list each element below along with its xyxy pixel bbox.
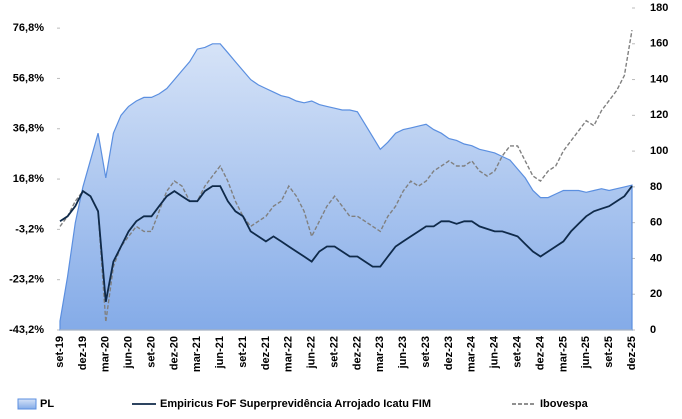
x-tick-label: mar-24 xyxy=(466,335,478,372)
y2-tick-label: 40 xyxy=(650,252,662,264)
x-tick-label: jun-21 xyxy=(214,336,226,369)
y-tick-label: -23,2% xyxy=(9,274,44,286)
legend-swatch xyxy=(17,398,37,410)
x-tick-label: dez-19 xyxy=(77,336,89,370)
x-tick-label: dez-25 xyxy=(626,336,638,370)
y2-tick-label: 20 xyxy=(650,288,662,300)
y-tick-label: 76,8% xyxy=(13,22,44,34)
y2-tick-label: 120 xyxy=(650,109,668,121)
x-tick-label: mar-20 xyxy=(100,336,112,372)
x-tick-label: set-23 xyxy=(420,336,432,368)
x-tick-label: set-22 xyxy=(328,336,340,368)
x-tick-label: mar-23 xyxy=(374,336,386,372)
line xyxy=(59,29,633,322)
y2-tick-label: 140 xyxy=(650,73,668,85)
y-tick-label: -3,2% xyxy=(15,223,44,235)
x-tick-label: dez-21 xyxy=(260,336,272,370)
y2-tick-label: 160 xyxy=(650,38,668,50)
y2-tick-label: 0 xyxy=(650,324,656,336)
x-tick-label: jun-20 xyxy=(123,336,135,369)
y-tick-label: -43,2% xyxy=(9,324,44,336)
x-tick-label: jun-24 xyxy=(489,335,501,369)
y-tick-label: 16,8% xyxy=(13,173,44,185)
x-tick-label: dez-22 xyxy=(351,336,363,370)
x-tick-label: set-20 xyxy=(145,336,157,368)
x-tick-label: mar-25 xyxy=(557,336,569,372)
x-tick-label: mar-21 xyxy=(191,336,203,372)
x-tick-label: jun-25 xyxy=(580,336,592,369)
x-tick-label: mar-22 xyxy=(283,336,295,372)
y2-tick-label: 100 xyxy=(650,145,668,157)
x-tick-label: dez-23 xyxy=(443,336,455,370)
y2-tick-label: 60 xyxy=(650,217,662,229)
x-tick-label: set-19 xyxy=(54,336,66,368)
y2-tick-label: 80 xyxy=(650,181,662,193)
x-tick-label: set-21 xyxy=(237,336,249,368)
y-tick-label: 56,8% xyxy=(13,72,44,84)
x-tick-label: set-25 xyxy=(603,336,615,368)
legend-label: Empiricus FoF Superprevidência Arrojado … xyxy=(160,398,431,410)
x-tick-label: jun-23 xyxy=(397,336,409,369)
x-tick-label: set-24 xyxy=(512,335,524,368)
line xyxy=(59,185,633,302)
x-tick-label: jun-22 xyxy=(306,336,318,369)
legend-label: PL xyxy=(40,398,54,410)
x-tick-label: dez-24 xyxy=(534,335,546,370)
y-tick-label: 36,8% xyxy=(13,123,44,135)
x-tick-label: dez-20 xyxy=(168,336,180,370)
y2-tick-label: 180 xyxy=(650,2,668,14)
area xyxy=(59,43,633,331)
legend-label: Ibovespa xyxy=(540,398,589,410)
